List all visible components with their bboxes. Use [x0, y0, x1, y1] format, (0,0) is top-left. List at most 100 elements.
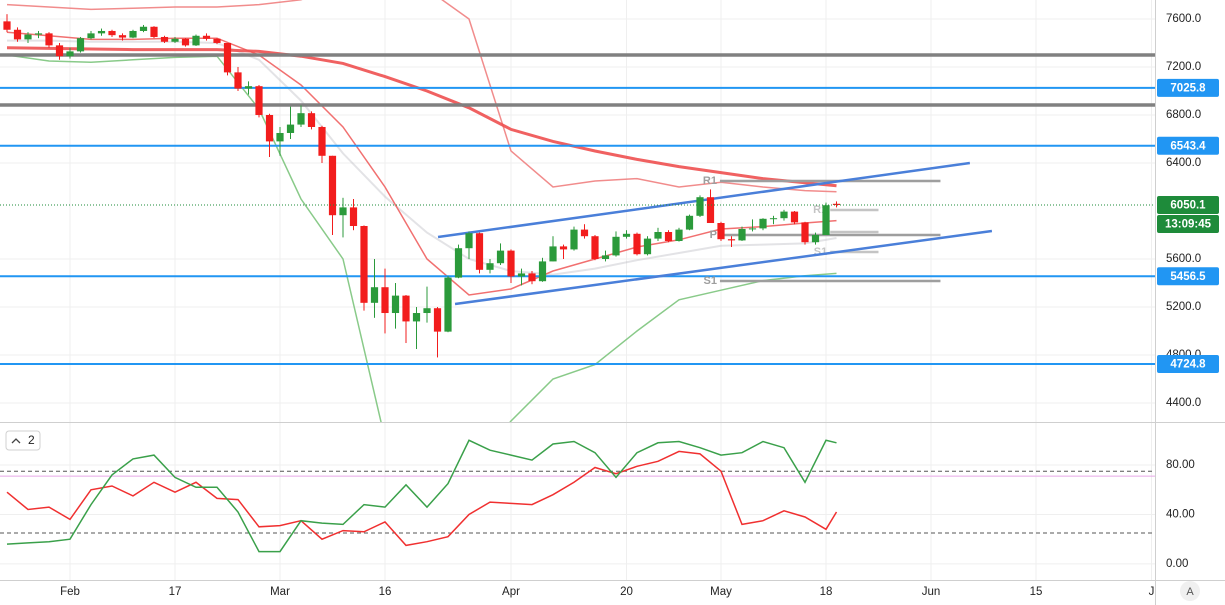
candle-body	[507, 250, 515, 277]
candle-body	[654, 232, 662, 239]
price-label-box	[1157, 78, 1219, 97]
y-tick-label: 5600.0	[1166, 253, 1201, 265]
countdown-box	[1157, 214, 1219, 233]
candle-body	[150, 26, 158, 37]
candle-body	[297, 113, 305, 125]
candle-body	[412, 313, 421, 322]
candle-body	[55, 45, 64, 57]
pivot-label: R1	[703, 175, 717, 187]
candle-body	[24, 34, 32, 40]
x-tick-label: Feb	[60, 586, 80, 598]
candle-body	[454, 248, 463, 278]
candle-body	[769, 218, 778, 220]
candle-body	[601, 255, 610, 260]
candle-body	[97, 30, 106, 34]
button-label[interactable]: A	[1186, 586, 1194, 598]
candle-body	[307, 113, 316, 127]
candle-body	[13, 29, 22, 40]
y-tick-label: 7600.0	[1166, 13, 1201, 25]
trend-line	[454, 229, 993, 306]
x-tick-label: 16	[379, 586, 392, 598]
candle-body	[664, 232, 673, 242]
button-label[interactable]: 2	[28, 433, 35, 447]
candle-body	[612, 236, 620, 256]
candle-body	[517, 273, 526, 277]
price-label: 6543.4	[1170, 140, 1206, 152]
candle-body	[675, 229, 683, 242]
y-tick-label: 6400.0	[1166, 157, 1201, 169]
candle-body	[349, 207, 358, 227]
auto-scale-button[interactable]: A	[1180, 581, 1200, 601]
candle-body	[801, 222, 809, 243]
candle-body	[549, 246, 557, 262]
candle-body	[318, 126, 326, 156]
x-tick-label: Mar	[270, 586, 290, 598]
x-tick-label: Jun	[922, 586, 941, 598]
price-label-box	[1157, 267, 1219, 286]
button-frame[interactable]	[5, 430, 41, 451]
candle-body	[66, 51, 74, 57]
candle-body	[276, 132, 284, 142]
trend-line	[437, 161, 971, 239]
candle-body	[255, 86, 263, 115]
candle-body	[391, 295, 400, 314]
oscillator-plot	[0, 439, 1155, 553]
indicator-line	[6, 31, 837, 296]
candle-body	[496, 250, 505, 264]
x-tick-label: J	[1149, 586, 1155, 598]
x-tick-label: Apr	[502, 586, 520, 598]
candle-body	[129, 30, 137, 38]
candle-body	[423, 308, 431, 314]
indicator-button[interactable]: 2	[5, 430, 41, 451]
y-tick-label: 4400.0	[1166, 397, 1201, 409]
candle-body	[265, 114, 274, 142]
candle-body	[139, 26, 148, 31]
candle-body	[339, 207, 347, 216]
candle-body	[402, 295, 410, 322]
candle-body	[160, 36, 169, 42]
candle-body	[780, 211, 788, 219]
candle-body	[633, 233, 641, 255]
candle-body	[643, 238, 652, 255]
candle-body	[759, 218, 767, 229]
price-label-box	[1157, 195, 1219, 214]
candle-body	[87, 33, 95, 39]
candle-body	[433, 308, 442, 332]
candle-body	[822, 205, 830, 236]
price-label-box	[1157, 355, 1219, 374]
candle-body	[580, 229, 589, 237]
price-label: 5456.5	[1170, 271, 1206, 283]
x-tick-label: 20	[620, 586, 633, 598]
y-tick-label: 0.00	[1166, 558, 1188, 570]
candle-body	[685, 215, 694, 230]
candle-body	[559, 246, 568, 250]
oscillator-grid	[0, 423, 1155, 580]
button-circle[interactable]	[1180, 581, 1200, 601]
price-label: 4724.8	[1170, 359, 1206, 371]
candle-body	[108, 30, 116, 36]
candle-body	[738, 229, 746, 241]
indicator-line	[7, 39, 837, 276]
x-tick-label: 17	[169, 586, 182, 598]
price-label: 7025.8	[1170, 82, 1206, 94]
candle-body	[370, 287, 379, 303]
countdown: 13:09:45	[1165, 219, 1212, 231]
indicator-line	[6, 0, 837, 193]
y-tick-label: 40.00	[1166, 509, 1195, 521]
candle-body	[475, 233, 484, 270]
candle-body	[465, 233, 473, 249]
indicator-line	[6, 46, 837, 188]
candle-body	[591, 236, 599, 260]
candle-body	[181, 38, 190, 46]
candle-body	[570, 229, 578, 250]
candle-body	[171, 38, 179, 42]
candle-body	[34, 33, 43, 35]
oscillator-line	[6, 439, 837, 553]
candle-body	[328, 155, 337, 216]
candle-body	[727, 239, 736, 241]
price-label: 6050.1	[1170, 200, 1206, 212]
candle-body	[192, 35, 200, 46]
